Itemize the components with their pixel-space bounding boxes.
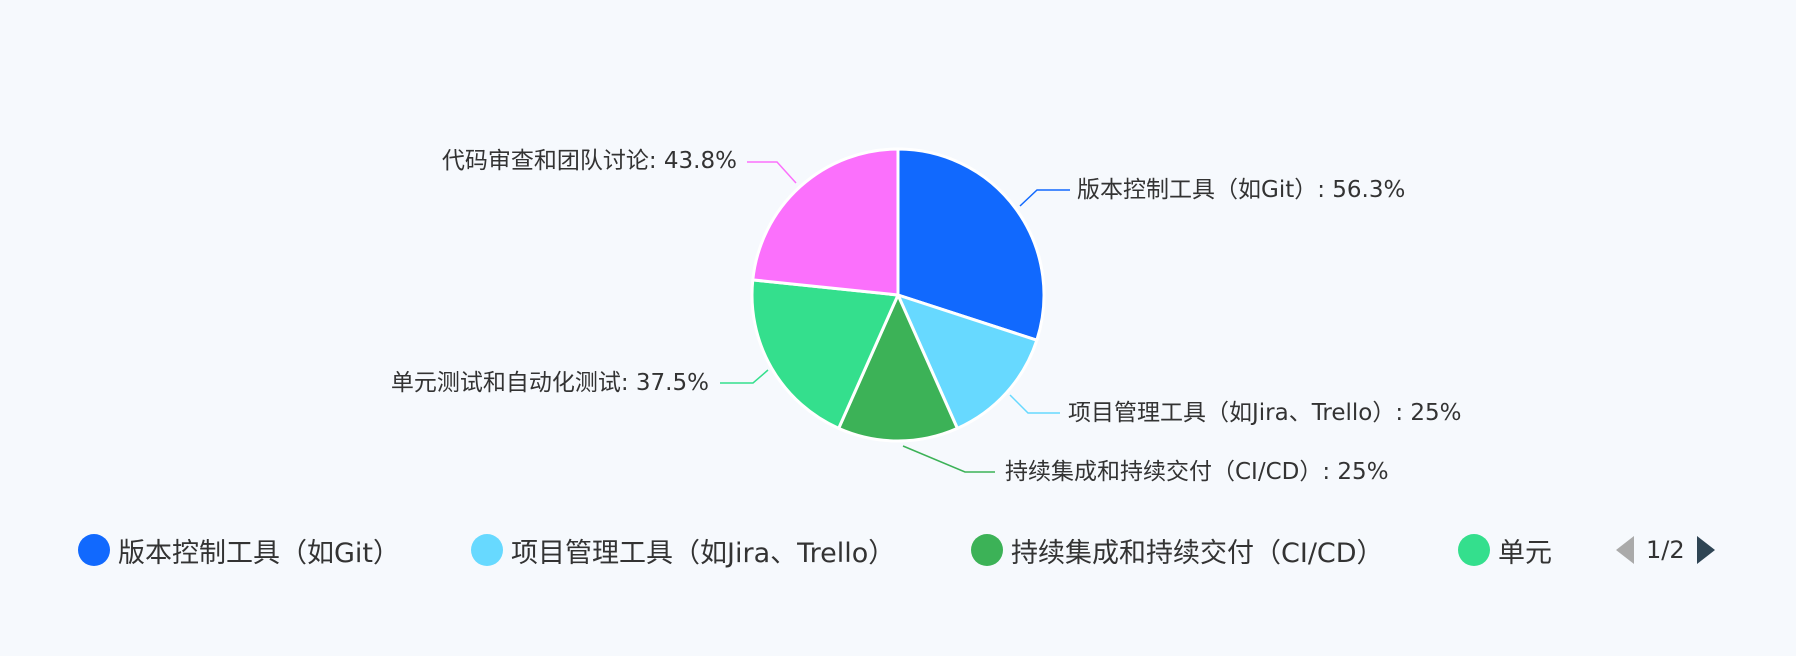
legend-item-unit-testing[interactable]: 单元 (1458, 522, 1552, 578)
legend-pager: 1/2 (1616, 528, 1715, 572)
pie-slice-ci-cd[interactable] (837, 293, 959, 443)
slice-label-ci-cd: 持续集成和持续交付（CI/CD）: 25% (1005, 459, 1389, 485)
legend-marker (78, 534, 110, 566)
leader-line (1019, 189, 1070, 207)
legend-marker (471, 534, 503, 566)
pie-slice-project-management[interactable] (896, 293, 1039, 430)
legend-label: 版本控制工具（如Git） (118, 537, 401, 569)
leader-line (720, 369, 769, 384)
label-leader-lines (720, 161, 1070, 473)
legend-label: 单元 (1498, 537, 1552, 569)
leader-line (902, 445, 995, 473)
legend-prev-page-icon[interactable] (1616, 536, 1634, 564)
chart-legend: 版本控制工具（如Git） 项目管理工具（如Jira、Trello） 持续集成和持… (78, 522, 1728, 578)
leader-line (1009, 394, 1060, 414)
leader-line (747, 161, 797, 184)
legend-marker (1458, 534, 1490, 566)
legend-label: 持续集成和持续交付（CI/CD） (1011, 537, 1384, 569)
slice-label-unit-testing: 单元测试和自动化测试: 37.5% (391, 370, 709, 396)
legend-item-ci-cd[interactable]: 持续集成和持续交付（CI/CD） (971, 522, 1384, 578)
pie-slice-code-review[interactable] (751, 147, 900, 297)
legend-item-project-management[interactable]: 项目管理工具（如Jira、Trello） (471, 522, 895, 578)
slice-label-version-control: 版本控制工具（如Git）: 56.3% (1077, 177, 1405, 203)
slice-label-code-review: 代码审查和团队讨论: 43.8% (442, 148, 737, 174)
legend-marker (971, 534, 1003, 566)
pie-slice-version-control[interactable] (896, 147, 1046, 342)
slice-label-project-management: 项目管理工具（如Jira、Trello）: 25% (1068, 400, 1462, 426)
legend-item-version-control[interactable]: 版本控制工具（如Git） (78, 522, 400, 578)
pie-slice-unit-testing[interactable] (750, 278, 900, 430)
pie-slices (750, 147, 1046, 443)
legend-label: 项目管理工具（如Jira、Trello） (511, 537, 896, 569)
legend-next-page-icon[interactable] (1696, 536, 1715, 564)
legend-page-indicator: 1/2 (1646, 536, 1685, 564)
